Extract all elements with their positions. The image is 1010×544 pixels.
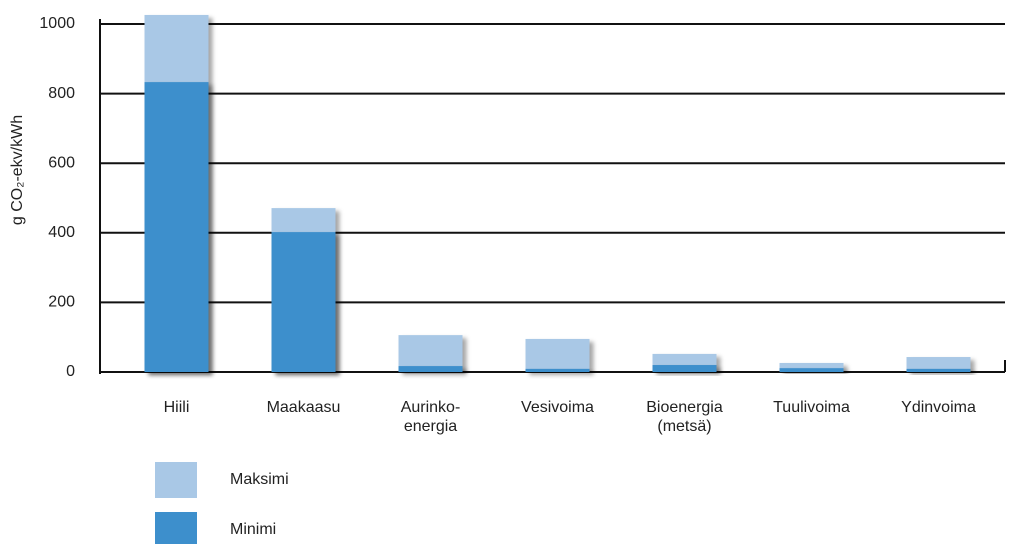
y-tick-label: 600 (48, 154, 75, 171)
bar (271, 232, 336, 372)
y-tick-label: 1000 (39, 15, 75, 32)
bar (144, 82, 209, 372)
legend-swatch (155, 512, 197, 544)
x-tick-label: Hiili (163, 399, 190, 416)
bar (652, 365, 717, 372)
legend-label: Minimi (230, 521, 276, 538)
bar (525, 368, 590, 372)
bar (906, 357, 971, 372)
x-tick-label: Tuulivoima (773, 399, 850, 416)
y-axis-label: g CO₂-ekv/kWh (9, 115, 26, 225)
y-tick-label: 400 (48, 224, 75, 241)
legend-swatch (155, 462, 197, 498)
x-tick-label: Bioenergia (metsä) (646, 399, 723, 435)
x-tick-label: Aurinko- energia (400, 399, 461, 435)
x-tick-label: Maakaasu (266, 399, 341, 416)
bar (779, 362, 844, 372)
bar (906, 368, 971, 372)
x-tick-label: Vesivoima (521, 399, 594, 416)
bar (398, 366, 463, 372)
bar (779, 368, 844, 372)
bar (525, 338, 590, 372)
y-tick-label: 200 (48, 294, 75, 311)
bar (398, 335, 463, 372)
y-tick-label: 800 (48, 85, 75, 102)
x-tick-label: Ydinvoima (901, 399, 976, 416)
y-tick-label: 0 (66, 363, 75, 380)
legend-label: Maksimi (230, 471, 289, 488)
